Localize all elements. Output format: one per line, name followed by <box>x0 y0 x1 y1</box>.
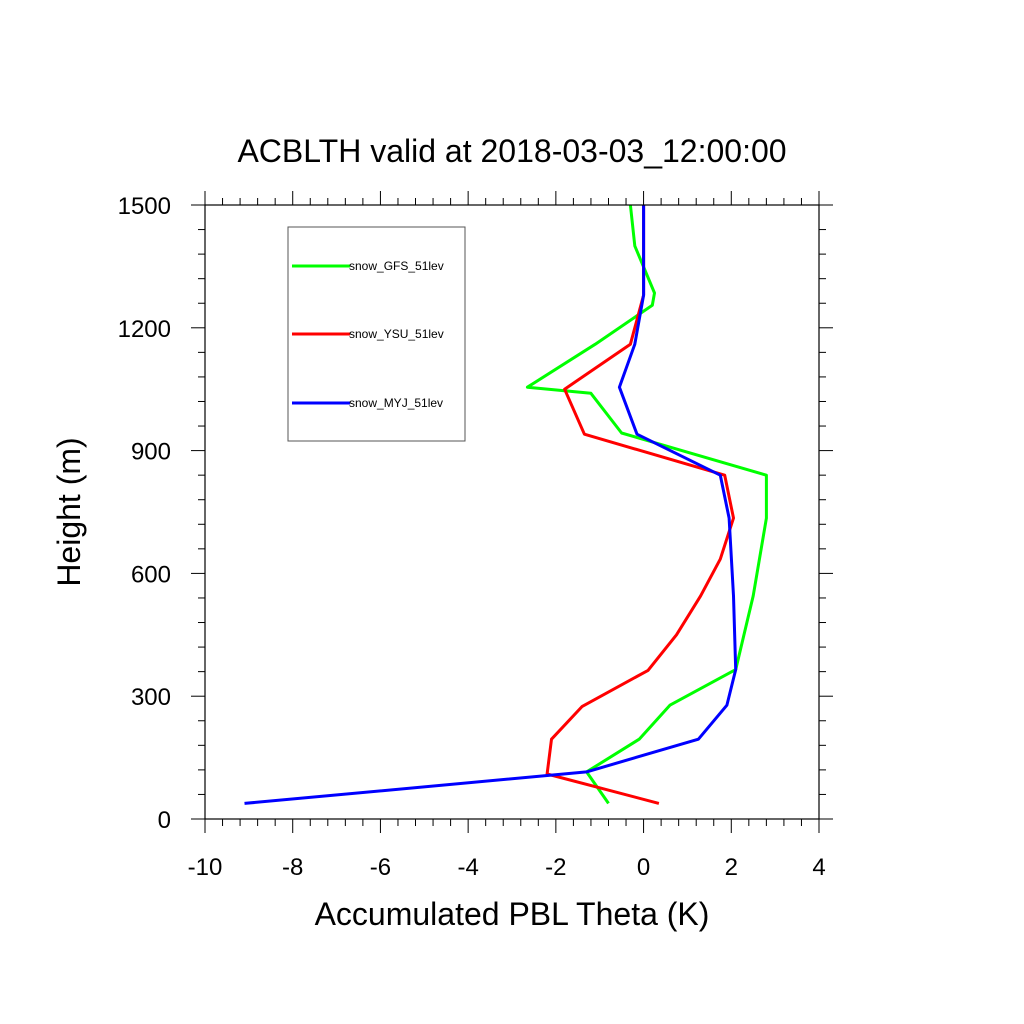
major-ticks <box>191 191 833 833</box>
y-tick-label: 1200 <box>118 316 171 343</box>
y-tick-label: 1500 <box>118 193 171 220</box>
legend-label: snow_GFS_51lev <box>349 259 444 273</box>
x-tick-label: 4 <box>812 854 825 881</box>
legend-items: snow_GFS_51lev snow_YSU_51lev snow_MYJ_51l… <box>292 259 444 410</box>
x-tick-label: -2 <box>545 854 566 881</box>
plot-frame <box>204 204 820 820</box>
series-line-snow_YSU_51lev <box>545 205 735 805</box>
y-tick-label: 0 <box>158 807 171 834</box>
legend: snow_GFS_51lev snow_YSU_51lev snow_MYJ_51l… <box>287 226 466 442</box>
x-tick-label: -4 <box>457 854 478 881</box>
x-tick-label: -6 <box>370 854 391 881</box>
x-tick-label: 2 <box>725 854 738 881</box>
y-axis-label: Height (m) <box>51 437 87 586</box>
y-tick-label: 300 <box>131 684 171 711</box>
x-tick-label: -10 <box>188 854 223 881</box>
series-line-snow_GFS_51lev <box>525 204 768 805</box>
chart-title: ACBLTH valid at 2018-03-03_12:00:00 <box>237 133 786 169</box>
x-tick-label: 0 <box>637 854 650 881</box>
x-axis-label: Accumulated PBL Theta (K) <box>315 896 710 932</box>
legend-label: snow_YSU_51lev <box>349 327 444 341</box>
series-line-snow_MYJ_51lev <box>244 205 738 805</box>
y-tick-label: 600 <box>131 561 171 588</box>
x-tick-label: -8 <box>282 854 303 881</box>
legend-label: snow_MYJ_51lev <box>349 396 443 410</box>
minor-ticks <box>198 198 826 826</box>
series-lines <box>244 204 768 805</box>
x-tick-labels: -10 -8 -6 -4 -2 0 2 4 <box>188 854 826 881</box>
y-tick-label: 900 <box>131 439 171 466</box>
y-tick-labels: 0 300 600 900 1200 1500 <box>118 193 171 834</box>
